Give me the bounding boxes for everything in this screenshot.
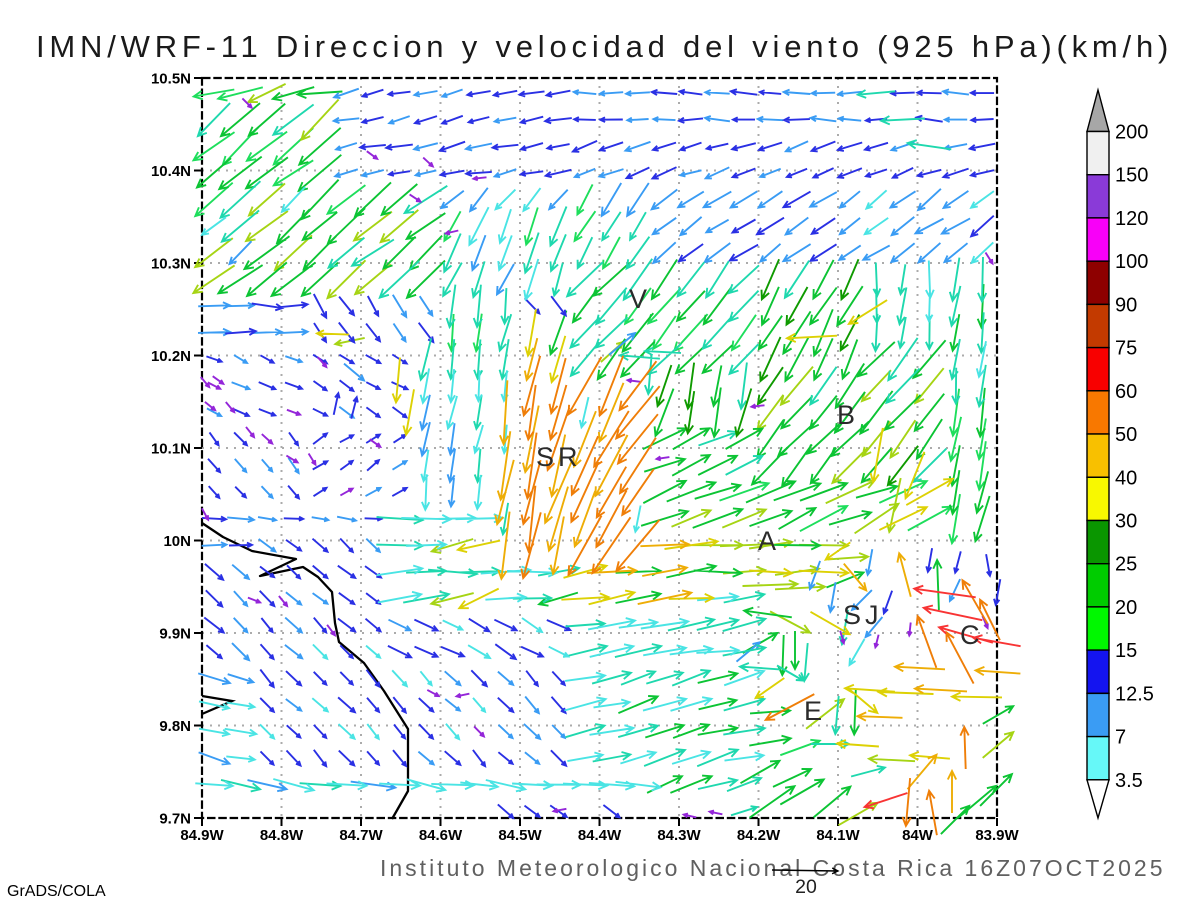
svg-text:25: 25 — [1115, 554, 1137, 576]
svg-text:9.8N: 9.8N — [159, 718, 191, 735]
svg-text:10.2N: 10.2N — [151, 348, 191, 365]
svg-text:12.5: 12.5 — [1115, 683, 1154, 705]
svg-text:60: 60 — [1115, 381, 1137, 403]
svg-text:30: 30 — [1115, 511, 1137, 533]
svg-text:75: 75 — [1115, 338, 1137, 360]
svg-text:10.3N: 10.3N — [151, 256, 191, 273]
svg-text:84.5W: 84.5W — [498, 827, 542, 844]
svg-text:84.6W: 84.6W — [419, 827, 463, 844]
svg-text:84.4W: 84.4W — [578, 827, 622, 844]
svg-text:E: E — [804, 696, 826, 726]
svg-text:15: 15 — [1115, 640, 1137, 662]
svg-text:90: 90 — [1115, 294, 1137, 316]
svg-text:7: 7 — [1115, 727, 1126, 749]
svg-text:10N: 10N — [163, 533, 191, 550]
svg-text:Instituto Meteorologico Nacion: Instituto Meteorologico Nacional Costa R… — [380, 855, 1166, 881]
svg-text:SJ: SJ — [843, 600, 883, 630]
svg-text:10.5N: 10.5N — [151, 71, 191, 88]
svg-text:C: C — [960, 620, 984, 650]
svg-text:10.1N: 10.1N — [151, 441, 191, 458]
svg-text:84.2W: 84.2W — [737, 827, 781, 844]
svg-text:200: 200 — [1115, 122, 1148, 144]
svg-text:20: 20 — [1115, 597, 1137, 619]
svg-text:83.9W: 83.9W — [975, 827, 1019, 844]
svg-text:84W: 84W — [902, 827, 934, 844]
svg-text:50: 50 — [1115, 424, 1137, 446]
svg-text:84.9W: 84.9W — [180, 827, 224, 844]
svg-text:84.7W: 84.7W — [339, 827, 383, 844]
svg-text:150: 150 — [1115, 165, 1148, 187]
svg-text:10.4N: 10.4N — [151, 163, 191, 180]
svg-text:IMN/WRF-11 Direccion y velocid: IMN/WRF-11 Direccion y velocidad del vie… — [36, 29, 1173, 64]
svg-text:V: V — [629, 284, 651, 314]
svg-text:9.9N: 9.9N — [159, 626, 191, 643]
svg-text:120: 120 — [1115, 208, 1148, 230]
svg-text:20: 20 — [795, 876, 817, 898]
svg-text:40: 40 — [1115, 467, 1137, 489]
svg-text:84.8W: 84.8W — [260, 827, 304, 844]
svg-text:A: A — [758, 526, 780, 556]
svg-text:84.1W: 84.1W — [816, 827, 860, 844]
svg-text:3.5: 3.5 — [1115, 770, 1143, 792]
svg-text:GrADS/COLA: GrADS/COLA — [7, 883, 106, 900]
svg-text:84.3W: 84.3W — [657, 827, 701, 844]
svg-text:SR: SR — [536, 442, 582, 472]
svg-text:9.7N: 9.7N — [159, 811, 191, 828]
svg-text:100: 100 — [1115, 251, 1148, 273]
svg-text:B: B — [837, 400, 859, 430]
